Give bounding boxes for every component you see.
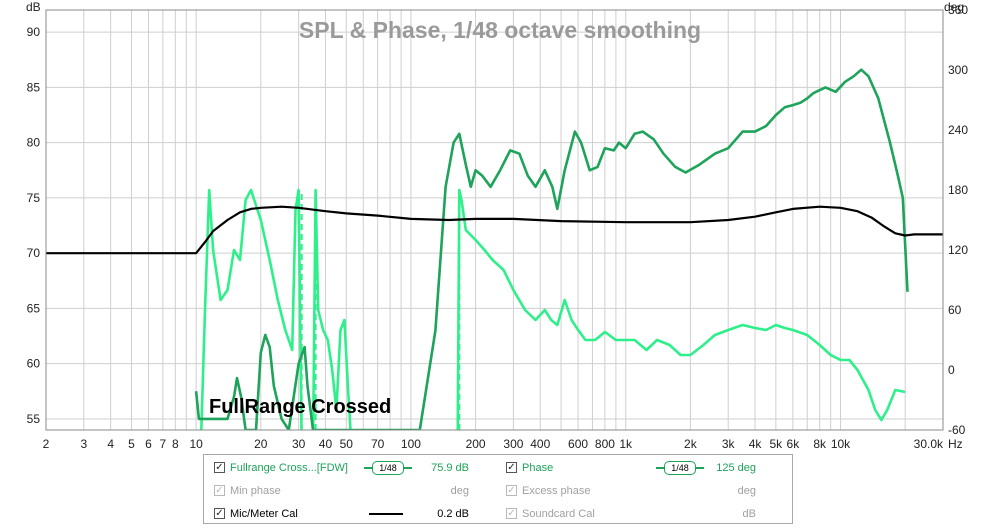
x-tick-label: 50: [340, 437, 354, 451]
x-tick-label: 8k: [813, 437, 827, 451]
x-tick-label: 2: [43, 437, 50, 451]
axis-labels: 2 3 4 5 6 7 8 10 20 30 40 50 70 100 200 300 400 600 800 1k 2…: [27, 3, 969, 451]
legend-row-soundcard-cal: ✓ Soundcard Cal dB: [499, 503, 792, 525]
plot-frame: [45, 9, 944, 431]
y-right-tick-label: 60: [948, 303, 962, 317]
x-tick-label: 200: [466, 437, 486, 451]
excess-phase-value: deg: [737, 485, 756, 497]
y-left-tick-label: 80: [27, 136, 41, 150]
y-right-tick-label: 120: [948, 243, 968, 257]
x-tick-label: 3: [80, 437, 87, 451]
x-tick-label: 30.0k: [914, 437, 944, 451]
fullrange-label: Fullrange Cross...[FDW]: [230, 462, 348, 474]
x-tick-label: 40: [319, 437, 333, 451]
x-tick-label: 400: [530, 437, 550, 451]
mic-meter-cal-line-swatch: [369, 513, 403, 515]
y-left-tick-label: 75: [27, 191, 41, 205]
mic-meter-cal-value: 0.2 dB: [437, 508, 469, 520]
fullrange-smoothing-icon[interactable]: 1/48: [364, 461, 412, 475]
fullrange-checkbox[interactable]: ✓: [214, 462, 225, 473]
y-right-tick-label: -60: [948, 423, 966, 437]
y-left-tick-label: 65: [27, 301, 41, 315]
right-axis-unit: deg: [944, 0, 964, 14]
legend-row-mic-meter-cal: ✓ Mic/Meter Cal 0.2 dB: [204, 503, 499, 525]
fullrange-spl-line: [194, 68, 909, 430]
soundcard-cal-label: Soundcard Cal: [522, 508, 595, 520]
x-tick-label: 8: [172, 437, 179, 451]
x-tick-label: 100: [401, 437, 421, 451]
x-tick-label: 5: [128, 437, 135, 451]
y-right-tick-label: 0: [948, 363, 955, 377]
phase-checkbox[interactable]: ✓: [506, 462, 517, 473]
x-axis-unit: Hz: [948, 437, 963, 451]
legend-row-phase: ✓ Phase 1/48 125 deg: [499, 457, 792, 479]
x-tick-label: 30: [292, 437, 306, 451]
excess-phase-checkbox[interactable]: ✓: [506, 485, 517, 496]
x-tick-label: 2k: [684, 437, 698, 451]
x-tick-label: 300: [503, 437, 523, 451]
x-tick-label: 7: [160, 437, 167, 451]
left-axis-unit: dB: [26, 0, 41, 14]
phase-line: [200, 188, 906, 430]
min-phase-checkbox[interactable]: ✓: [214, 485, 225, 496]
x-tick-label: 1k: [619, 437, 633, 451]
min-phase-label: Min phase: [230, 485, 281, 497]
y-right-tick-label: 240: [948, 123, 968, 137]
x-tick-label: 5k: [770, 437, 784, 451]
y-left-tick-label: 70: [27, 246, 41, 260]
x-tick-label: 4: [107, 437, 114, 451]
legend-row-excess-phase: ✓ Excess phase deg: [499, 480, 792, 502]
y-left-tick-label: 85: [27, 80, 41, 94]
phase-label: Phase: [522, 462, 554, 474]
phase-value: 125 deg: [716, 462, 756, 474]
legend-row-min-phase: ✓ Min phase deg: [204, 480, 499, 502]
phase-smoothing-icon[interactable]: 1/48: [656, 461, 704, 475]
x-tick-label: 10: [189, 437, 203, 451]
y-left-tick-label: 55: [27, 412, 41, 426]
mic-meter-cal-line: [46, 205, 943, 255]
x-tick-label: 20: [254, 437, 268, 451]
x-tick-label: 800: [595, 437, 615, 451]
annotation-fullrange-crossed: FullRange Crossed: [209, 396, 391, 418]
legend-row-fullrange: ✓ Fullrange Cross...[FDW] 1/48 75.9 dB: [204, 457, 499, 479]
series-layer: [46, 68, 943, 430]
soundcard-cal-checkbox[interactable]: ✓: [506, 508, 517, 519]
x-tick-label: 70: [371, 437, 385, 451]
x-tick-label: 6k: [787, 437, 801, 451]
y-right-tick-label: 360: [948, 3, 968, 17]
chart-title: SPL & Phase, 1/48 octave smoothing: [299, 17, 701, 43]
mic-meter-cal-label: Mic/Meter Cal: [230, 508, 298, 520]
y-left-tick-label: 60: [27, 357, 41, 371]
mic-meter-cal-checkbox[interactable]: ✓: [214, 508, 225, 519]
y-right-tick-label: 300: [948, 63, 968, 77]
x-tick-label: 6: [145, 437, 152, 451]
spl-phase-chart: 2 3 4 5 6 7 8 10 20 30 40 50 70 100 200 300 400 600 800 1k 2…: [26, 0, 969, 451]
soundcard-cal-value: dB: [742, 508, 756, 520]
fullrange-value: 75.9 dB: [431, 462, 469, 474]
y-right-tick-label: 180: [948, 183, 968, 197]
min-phase-value: deg: [450, 485, 469, 497]
x-tick-label: 10k: [831, 437, 851, 451]
x-tick-label: 600: [568, 437, 588, 451]
x-tick-label: 4k: [749, 437, 763, 451]
legend-panel: ✓ Fullrange Cross...[FDW] 1/48 75.9 dB ✓…: [203, 454, 793, 524]
y-left-tick-label: 90: [27, 25, 41, 39]
x-tick-label: 3k: [722, 437, 736, 451]
excess-phase-label: Excess phase: [522, 485, 591, 497]
